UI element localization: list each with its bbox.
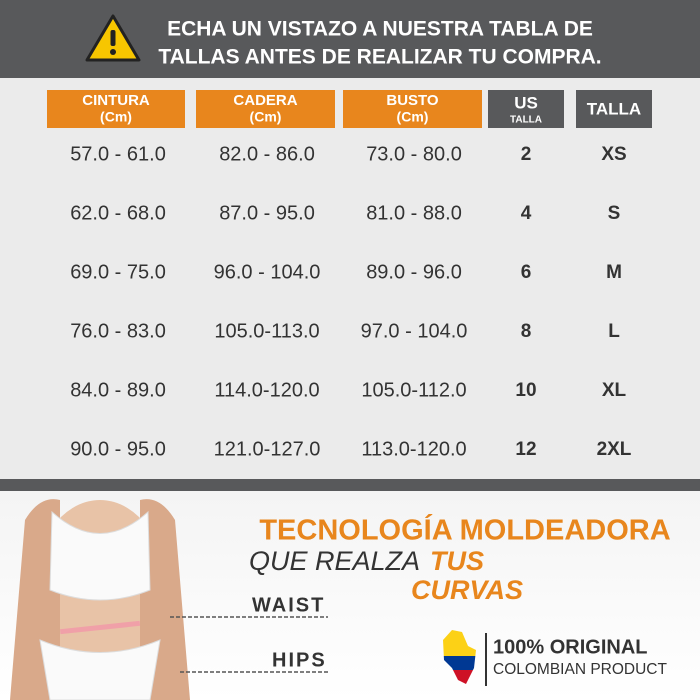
table-cell: XS <box>601 144 626 165</box>
tagline: QUE REALZA <box>249 546 420 576</box>
table-cell: 4 <box>521 203 532 224</box>
table-cell: 76.0 - 83.0 <box>70 320 166 342</box>
table-cell: S <box>608 203 621 224</box>
column-header <box>196 90 335 128</box>
badge-title: 100% ORIGINAL <box>493 636 647 658</box>
table-cell: 113.0-120.0 <box>361 438 466 460</box>
column-header <box>343 90 482 128</box>
table-cell: 12 <box>515 439 536 460</box>
table-cell: 8 <box>521 321 532 342</box>
body-label: HIPS <box>272 649 327 671</box>
body-label: WAIST <box>252 594 325 616</box>
badge-subtitle: COLOMBIAN PRODUCT <box>493 661 667 678</box>
table-cell: 2XL <box>597 439 632 460</box>
column-header <box>576 90 652 128</box>
table-cell: 105.0-113.0 <box>214 320 319 342</box>
column-unit: (Cm) <box>100 109 132 125</box>
column-title: TALLA <box>587 99 641 118</box>
column-title: BUSTO <box>386 92 439 109</box>
tagline: TUS <box>430 546 484 576</box>
header-line: ECHA UN VISTAZO A NUESTRA TABLA DE <box>167 18 593 41</box>
table-cell: 2 <box>521 144 532 165</box>
table-background <box>0 78 700 479</box>
column-header <box>488 90 564 128</box>
divider <box>0 479 700 491</box>
table-cell: 84.0 - 89.0 <box>70 379 166 401</box>
table-cell: 6 <box>521 262 532 283</box>
table-cell: L <box>608 321 620 342</box>
column-unit: (Cm) <box>250 109 282 125</box>
table-cell: 87.0 - 95.0 <box>219 202 315 224</box>
table-cell: 62.0 - 68.0 <box>70 202 166 224</box>
column-unit: TALLA <box>510 115 542 126</box>
table-cell: 69.0 - 75.0 <box>70 261 166 283</box>
column-unit: (Cm) <box>397 109 429 125</box>
table-cell: 96.0 - 104.0 <box>214 261 321 283</box>
table-cell: 82.0 - 86.0 <box>219 143 315 165</box>
column-title: CINTURA <box>82 92 150 109</box>
column-header <box>47 90 185 128</box>
column-title: US <box>514 93 538 112</box>
table-cell: 114.0-120.0 <box>214 379 319 401</box>
table-cell: 97.0 - 104.0 <box>361 320 468 342</box>
column-title: CADERA <box>233 92 297 109</box>
table-cell: M <box>606 262 622 283</box>
table-cell: XL <box>602 380 627 401</box>
model-figure <box>10 499 190 700</box>
table-cell: 10 <box>515 380 536 401</box>
table-cell: 57.0 - 61.0 <box>70 143 166 165</box>
table-cell: 105.0-112.0 <box>361 379 466 401</box>
table-cell: 73.0 - 80.0 <box>366 143 462 165</box>
table-cell: 121.0-127.0 <box>214 438 321 460</box>
warning-icon <box>85 14 141 62</box>
table-cell: 89.0 - 96.0 <box>366 261 462 283</box>
tagline: CURVAS <box>411 575 523 605</box>
tagline: TECNOLOGÍA MOLDEADORA <box>259 513 670 547</box>
size-table: CINTURA(Cm)CADERA(Cm)BUSTO(Cm)USTALLATAL… <box>47 90 652 460</box>
header-line: TALLAS ANTES DE REALIZAR TU COMPRA. <box>158 46 601 69</box>
table-cell: 81.0 - 88.0 <box>366 202 462 224</box>
table-cell: 90.0 - 95.0 <box>70 438 166 460</box>
